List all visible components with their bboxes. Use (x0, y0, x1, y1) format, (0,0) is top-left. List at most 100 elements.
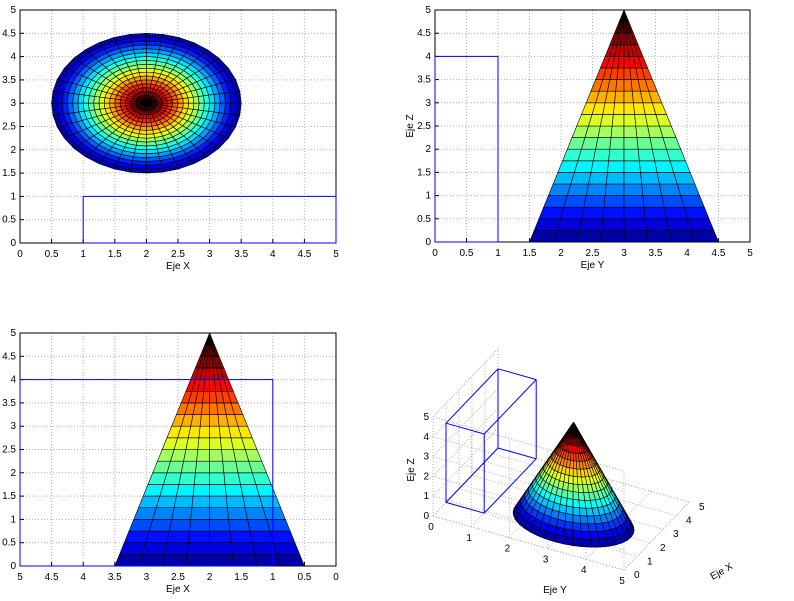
cone-face (138, 129, 147, 135)
cone-face (209, 507, 229, 520)
cone-face (209, 449, 223, 462)
y-tick-label: 4.5 (2, 351, 16, 362)
cone-face (666, 148, 686, 162)
x-tick-label: 5 (747, 248, 753, 259)
y-tick-label: 0 (428, 522, 434, 533)
x-tick-label: 3 (144, 572, 150, 583)
x-tick-label: 4.5 (297, 249, 311, 260)
x-tick-label: 1.5 (234, 572, 248, 583)
cone-face (177, 102, 184, 109)
cone-face (563, 195, 587, 208)
cone-face (673, 172, 696, 185)
x-tick-label: 4 (686, 516, 692, 527)
cone-face (209, 367, 215, 380)
cone-face (601, 218, 625, 231)
x-tick-label: 1 (80, 249, 86, 260)
cone-face (668, 230, 696, 243)
y-tick-label: 0 (10, 238, 16, 249)
cone-face (623, 90, 634, 104)
x-tick-label: 4 (80, 572, 86, 583)
cone-face (130, 100, 137, 104)
cone-face (603, 195, 625, 208)
cone-face (227, 507, 248, 520)
cone-face (176, 484, 195, 497)
cone-face (623, 206, 646, 220)
cone-face (209, 437, 222, 450)
cone-face (190, 507, 210, 520)
axes-box-edge (432, 515, 625, 571)
x-tick-label: 2.5 (586, 248, 600, 259)
axes-box-edge (623, 501, 690, 571)
cone-face (616, 67, 625, 80)
cone-face (266, 519, 291, 532)
y-tick-label: 4.5 (417, 28, 431, 39)
cone-face (124, 100, 132, 104)
y-tick-label: 1 (425, 191, 431, 202)
cone-face (146, 83, 152, 89)
cone-face (221, 449, 237, 462)
cone-face (173, 495, 194, 509)
x-tick-label: 4 (684, 248, 690, 259)
cone-face (178, 472, 196, 485)
y-tick-label: 3 (425, 98, 431, 109)
cone-face (641, 183, 663, 196)
x-tick-label: 3 (621, 248, 627, 259)
cone-face (138, 554, 165, 567)
x-tick-label: 1.5 (523, 248, 537, 259)
cone-face (172, 102, 179, 108)
cone-face (586, 515, 596, 525)
cone-face (623, 160, 641, 173)
cone-face (573, 422, 576, 431)
y-tick-label: 3.5 (417, 75, 431, 86)
cone-face (222, 460, 239, 474)
box-outline (82, 195, 337, 244)
cone-face (140, 122, 147, 127)
y-tick-label: 1.5 (2, 168, 16, 179)
cone-face (133, 507, 157, 520)
cone-face (610, 125, 625, 138)
y-tick-label: 2 (10, 145, 16, 156)
x-axis-label: Eje X (166, 261, 190, 272)
x-tick-label: 0.5 (45, 249, 59, 260)
cone-face (242, 495, 264, 509)
cone-face (182, 102, 189, 109)
plot-top-view: 0 0.5 1 1.5 2 2.5 3 3.5 4 4.5 5 0 0.5 1 1.5 2 2.5 3 3.5 4 4.… (2, 5, 339, 272)
cone-face (614, 90, 625, 104)
y-tick-label: 3 (10, 421, 16, 432)
cone-face (570, 452, 574, 462)
cone-face (585, 183, 607, 196)
cone-face (219, 437, 234, 450)
cone-face (209, 554, 234, 567)
z-tick-label: 5 (423, 412, 429, 423)
y-tick-label: 2.5 (2, 122, 16, 133)
cone-face (639, 160, 658, 173)
y-tick-label: 5 (10, 5, 16, 16)
cone-face (533, 218, 561, 231)
x-tick-label: 4.5 (45, 572, 59, 583)
cone-face (666, 218, 692, 231)
cone-face (209, 425, 221, 439)
cone-face (273, 542, 301, 555)
x-tick-label: 5 (699, 502, 705, 513)
box-outline-edge (445, 447, 499, 503)
cone-face (642, 195, 665, 208)
cone-face (145, 530, 170, 544)
cone-face (161, 102, 168, 107)
cone-face (570, 172, 592, 185)
cone-face (209, 472, 226, 485)
cone-face (191, 495, 210, 509)
cone-face (139, 125, 147, 131)
box-outline-edge (445, 368, 499, 424)
cone-face (148, 519, 173, 532)
cone-face (251, 542, 278, 555)
cone-face (597, 125, 613, 138)
y-tick-label: 5 (10, 328, 16, 339)
cone-face (114, 554, 143, 567)
x-tick-label: 0 (333, 572, 339, 583)
x-tick-label: 2.5 (171, 249, 185, 260)
cone-face (623, 9, 630, 22)
cone-face (128, 519, 154, 532)
cone-face (538, 206, 565, 220)
cone-face (543, 195, 568, 208)
y-tick-label: 2.5 (417, 121, 431, 132)
